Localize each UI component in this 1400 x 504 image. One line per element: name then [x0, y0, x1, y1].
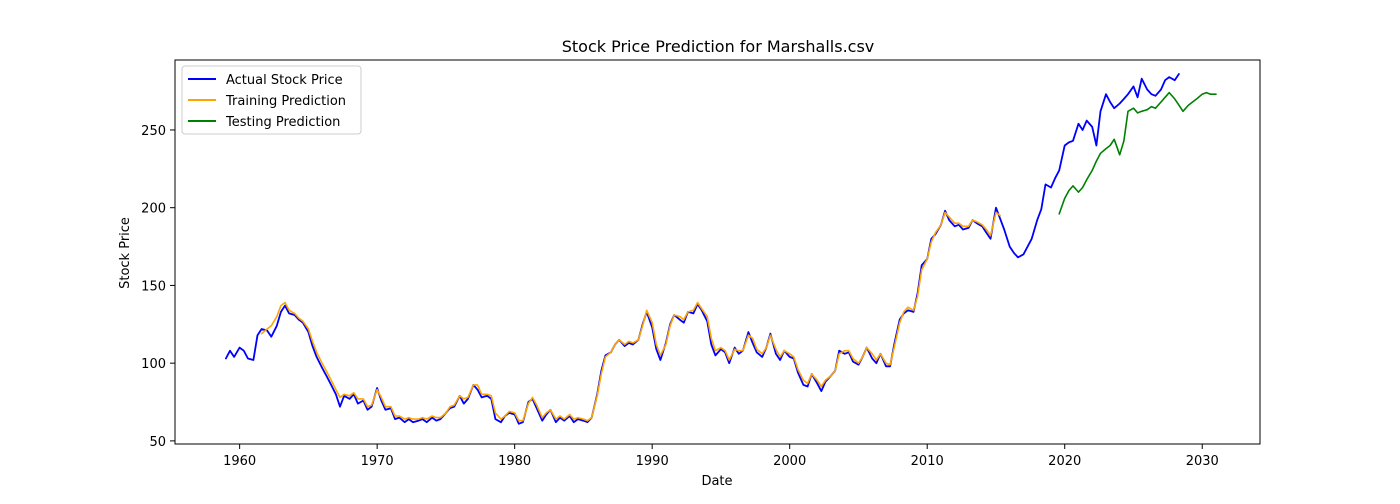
x-axis-label: Date — [701, 474, 732, 489]
x-tick-label-1980: 1980 — [498, 454, 531, 469]
legend-label-testing: Testing Prediction — [225, 115, 340, 130]
legend: Actual Stock Price Training Prediction T… — [181, 65, 362, 135]
legend-label-training: Training Prediction — [225, 94, 346, 109]
legend-label-actual: Actual Stock Price — [226, 73, 343, 88]
chart-title: Stock Price Prediction for Marshalls.csv — [562, 37, 875, 56]
x-tick-label-2020: 2020 — [1048, 454, 1081, 469]
y-axis-label: Stock Price — [118, 217, 133, 289]
series-line-training-prediction — [260, 211, 1001, 422]
x-tick-label-1990: 1990 — [636, 454, 669, 469]
y-tick-label-100: 100 — [141, 357, 166, 372]
x-tick-label-1970: 1970 — [361, 454, 394, 469]
x-tick-label-1960: 1960 — [223, 454, 256, 469]
y-tick-label-50: 50 — [149, 435, 166, 450]
x-axis: 1960 1970 1980 1990 2000 2010 2020 2030 — [223, 444, 1219, 469]
series-line-actual-stock-price — [224, 73, 1180, 425]
legend-box — [181, 65, 362, 135]
series-line-testing-prediction — [1058, 91, 1217, 215]
x-tick-label-2000: 2000 — [773, 454, 806, 469]
series-layer — [224, 73, 1217, 425]
x-tick-label-2030: 2030 — [1186, 454, 1219, 469]
y-tick-label-250: 250 — [141, 124, 166, 139]
x-tick-label-2010: 2010 — [911, 454, 944, 469]
y-axis: 50 100 150 200 250 — [141, 124, 175, 450]
y-tick-label-200: 200 — [141, 202, 166, 217]
y-tick-label-150: 150 — [141, 279, 166, 294]
